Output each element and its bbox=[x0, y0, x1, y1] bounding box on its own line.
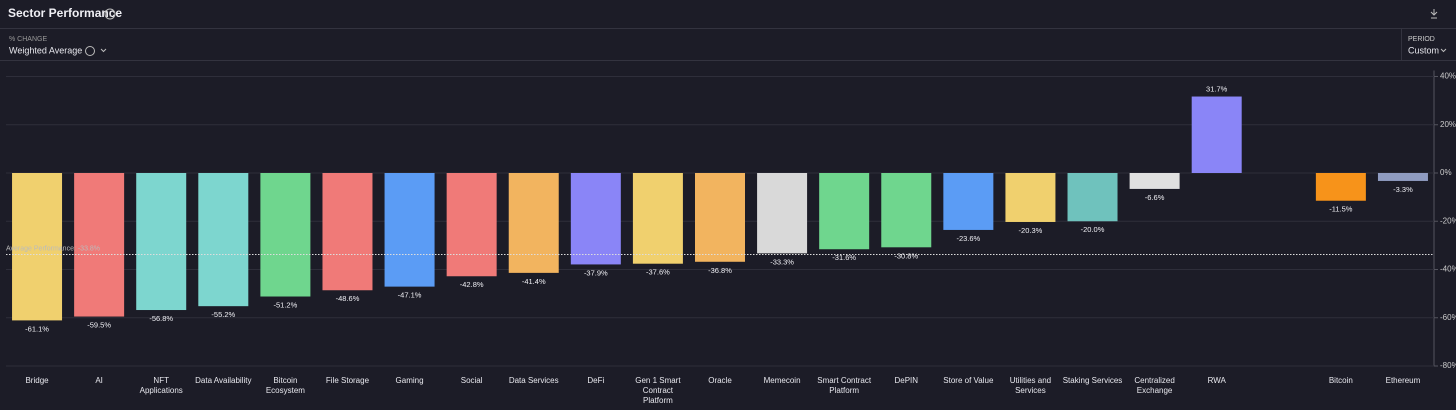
x-tick-label: Centralized Exchange bbox=[1134, 376, 1175, 395]
value-label: -37.9% bbox=[584, 268, 608, 277]
y-tick-label: -80% bbox=[1440, 361, 1456, 370]
bar bbox=[508, 173, 559, 273]
x-tick-label: Gaming bbox=[395, 376, 424, 385]
bar bbox=[695, 173, 745, 262]
x-tick-label: DePIN bbox=[894, 376, 919, 385]
chevron[interactable] bbox=[100, 48, 107, 53]
bar bbox=[943, 173, 994, 230]
bar bbox=[1191, 96, 1242, 173]
metric-select[interactable]: Weighted Average bbox=[9, 45, 82, 55]
x-tick-label: Smart Contract Platform bbox=[817, 376, 872, 395]
value-label: -33.3% bbox=[770, 257, 794, 266]
bar bbox=[757, 173, 808, 254]
value-label: -42.8% bbox=[460, 280, 484, 289]
value-label: -11.5% bbox=[1329, 205, 1353, 214]
bar bbox=[1067, 173, 1118, 222]
average-label: Average Performance: -33.8% bbox=[6, 245, 100, 252]
bar bbox=[198, 173, 249, 307]
y-tick-label: 20% bbox=[1440, 120, 1456, 129]
x-tick-label: Oracle bbox=[708, 376, 732, 385]
x-tick-label: Memecoin bbox=[763, 376, 801, 385]
bar bbox=[74, 173, 125, 317]
x-tick-label: Gen 1 Smart Contract Platform bbox=[635, 376, 681, 405]
title: Sector Performance bbox=[8, 6, 122, 20]
value-label: -48.6% bbox=[336, 294, 360, 303]
bar bbox=[384, 173, 435, 287]
bar bbox=[1377, 173, 1428, 181]
x-tick-label: Store of Value bbox=[943, 376, 994, 385]
value-label: -6.6% bbox=[1145, 193, 1165, 202]
x-tick-label: Data Availability bbox=[195, 376, 252, 385]
value-label: -56.8% bbox=[149, 314, 173, 323]
bar bbox=[819, 173, 870, 250]
y-tick-label: -60% bbox=[1440, 313, 1456, 322]
bar bbox=[881, 173, 932, 248]
bar bbox=[260, 173, 311, 297]
value-label: -41.4% bbox=[522, 277, 546, 286]
info-i: i bbox=[109, 11, 111, 18]
value-label: -36.8% bbox=[708, 266, 732, 275]
bar bbox=[446, 173, 497, 277]
download-icon[interactable] bbox=[1430, 9, 1438, 19]
bar bbox=[12, 173, 63, 321]
bar bbox=[136, 173, 187, 311]
x-tick-label: Bridge bbox=[25, 376, 49, 385]
value-label: -61.1% bbox=[25, 324, 49, 333]
info-icon[interactable] bbox=[85, 46, 95, 56]
bar bbox=[322, 173, 373, 291]
x-tick-label: Social bbox=[460, 376, 483, 385]
bar bbox=[632, 173, 683, 264]
bar bbox=[570, 173, 621, 265]
y-tick-label: 40% bbox=[1440, 72, 1456, 81]
value-label: -55.2% bbox=[211, 310, 235, 319]
x-tick-label: RWA bbox=[1207, 376, 1226, 385]
period-label: PERIOD bbox=[1408, 36, 1435, 43]
x-tick-label: File Storage bbox=[325, 376, 370, 385]
value-label: -59.5% bbox=[87, 321, 111, 330]
value-label: -3.3% bbox=[1393, 185, 1413, 194]
bar bbox=[1129, 173, 1180, 189]
y-tick-label: 0% bbox=[1440, 168, 1452, 177]
value-label: -20.3% bbox=[1019, 226, 1043, 235]
x-tick-label: Utilities and Services bbox=[1009, 376, 1052, 395]
value-label: -30.8% bbox=[894, 251, 918, 260]
y-tick-label: -40% bbox=[1440, 265, 1456, 274]
value-label: -23.6% bbox=[956, 234, 980, 243]
x-tick-label: Staking Services bbox=[1062, 376, 1123, 385]
x-tick-label: Bitcoin Ecosystem bbox=[265, 376, 305, 395]
bar bbox=[1315, 173, 1366, 201]
x-tick-label: Ethereum bbox=[1385, 376, 1421, 385]
value-label: -51.2% bbox=[274, 301, 298, 310]
value-label: -47.1% bbox=[398, 291, 422, 300]
x-tick-label: Data Services bbox=[508, 376, 559, 385]
x-tick-label: NFT Applications bbox=[139, 376, 183, 395]
chevron[interactable] bbox=[1440, 48, 1447, 53]
metric-label: % CHANGE bbox=[9, 36, 47, 43]
info-icon[interactable] bbox=[104, 8, 116, 20]
x-tick-label: AI bbox=[95, 376, 103, 385]
bar bbox=[1005, 173, 1056, 222]
x-tick-label: DeFi bbox=[587, 376, 605, 385]
x-tick-label: Bitcoin bbox=[1328, 376, 1353, 385]
value-label: -31.6% bbox=[832, 253, 856, 262]
value-label: -20.0% bbox=[1081, 225, 1105, 234]
y-tick-label: -20% bbox=[1440, 216, 1456, 225]
value-label: -37.6% bbox=[646, 268, 670, 277]
period-select[interactable]: Custom bbox=[1408, 45, 1439, 55]
value-label: 31.7% bbox=[1206, 85, 1228, 94]
